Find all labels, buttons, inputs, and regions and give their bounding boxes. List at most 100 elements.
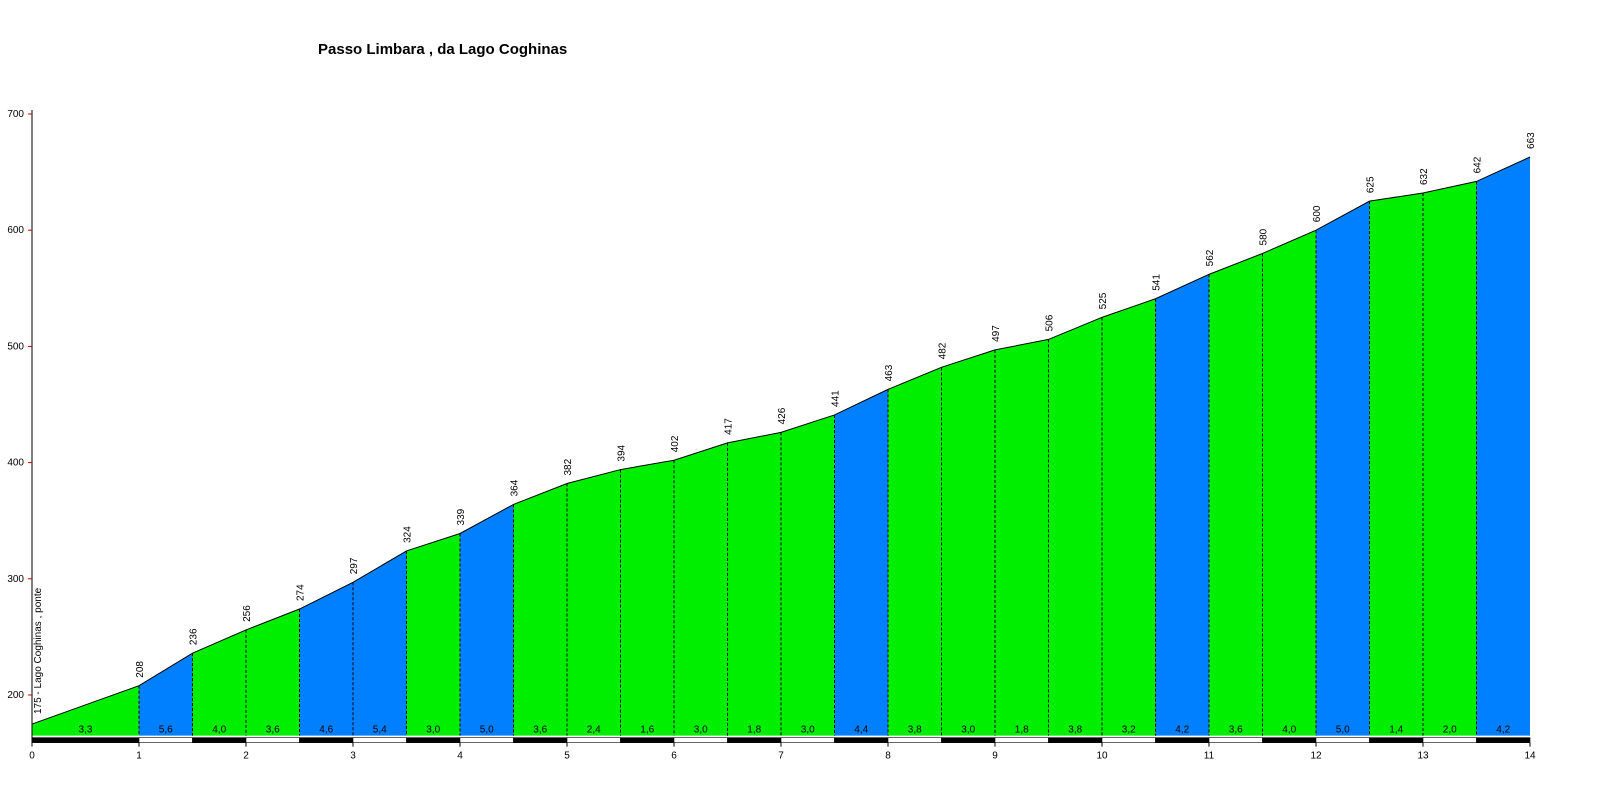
grade-label: 4,2 <box>1496 725 1510 736</box>
grade-label: 5,4 <box>373 725 387 736</box>
grade-label: 4,6 <box>319 725 333 736</box>
x-tick-label: 1 <box>136 751 142 762</box>
gradient-segment <box>941 349 995 736</box>
distance-bar-cell <box>1315 737 1370 743</box>
distance-bar-cell <box>1476 737 1531 743</box>
x-tick-label: 10 <box>1096 751 1108 762</box>
elevation-label: 256 <box>242 605 253 622</box>
gradient-segment <box>995 339 1049 736</box>
distance-bar-cell <box>941 737 996 743</box>
distance-bar-cell <box>31 737 140 743</box>
distance-bar-cell <box>887 737 942 743</box>
start-point-label: 175 - Lago Coghinas , ponte <box>33 587 44 714</box>
gradient-segment <box>834 389 888 736</box>
distance-bar-cell <box>1101 737 1156 743</box>
elevation-label: 324 <box>403 526 414 543</box>
gradient-segment <box>1423 181 1477 736</box>
grade-label: 5,6 <box>159 725 173 736</box>
gradient-segment <box>299 582 353 736</box>
distance-bar-cell <box>566 737 621 743</box>
elevation-label: 497 <box>991 325 1002 342</box>
gradient-segment <box>781 414 835 736</box>
y-tick-label: 500 <box>7 341 24 352</box>
gradient-segment <box>32 685 139 736</box>
elevation-label: 382 <box>563 458 574 475</box>
elevation-label: 208 <box>135 661 146 678</box>
y-tick-label: 300 <box>7 574 24 585</box>
x-tick-label: 3 <box>350 751 356 762</box>
gradient-segment <box>513 483 567 736</box>
elevation-label: 525 <box>1098 292 1109 309</box>
distance-bar-cell <box>780 737 835 743</box>
gradient-segment <box>674 442 728 736</box>
x-tick-label: 5 <box>564 751 570 762</box>
grade-label: 2,4 <box>587 725 601 736</box>
y-tick-label: 600 <box>7 225 24 236</box>
x-tick-label: 14 <box>1524 751 1536 762</box>
grade-label: 3,0 <box>961 725 975 736</box>
distance-bar-cell <box>1048 737 1103 743</box>
grade-label: 3,6 <box>1229 725 1243 736</box>
elevation-label: 463 <box>884 364 895 381</box>
gradient-segment <box>192 629 246 736</box>
grade-label: 3,3 <box>79 725 93 736</box>
gradient-segment <box>1262 230 1316 736</box>
gradient-segment <box>139 653 193 736</box>
distance-bar-cell <box>620 737 675 743</box>
gradient-segment <box>406 533 460 736</box>
grade-label: 4,4 <box>854 725 868 736</box>
grade-label: 5,0 <box>1336 725 1350 736</box>
elevation-label: 297 <box>349 557 360 574</box>
elevation-label: 600 <box>1312 205 1323 222</box>
distance-bar-cell <box>459 737 514 743</box>
gradient-segment <box>246 609 300 736</box>
gradient-segment <box>727 432 781 736</box>
x-tick-label: 4 <box>457 751 463 762</box>
grade-label: 1,8 <box>747 725 761 736</box>
grade-label: 3,0 <box>426 725 440 736</box>
grade-label: 5,0 <box>480 725 494 736</box>
x-tick-label: 8 <box>885 751 891 762</box>
elevation-label: 417 <box>724 418 735 435</box>
elevation-label: 562 <box>1205 249 1216 266</box>
gradient-segment <box>1102 298 1156 736</box>
distance-bar-cell <box>138 737 193 743</box>
grade-label: 4,2 <box>1175 725 1189 736</box>
distance-bar-cell <box>245 737 300 743</box>
elevation-label: 632 <box>1419 168 1430 185</box>
distance-bar-cell <box>299 737 354 743</box>
grade-label: 4,0 <box>212 725 226 736</box>
elevation-label: 394 <box>617 444 628 461</box>
elevation-label: 541 <box>1152 274 1163 291</box>
distance-bar-cell <box>1262 737 1317 743</box>
distance-bar-cell <box>673 737 728 743</box>
distance-bar-cell <box>406 737 461 743</box>
grade-label: 3,0 <box>694 725 708 736</box>
gradient-segment <box>1155 274 1209 736</box>
gradient-segment <box>1476 156 1530 736</box>
x-tick-label: 9 <box>992 751 998 762</box>
elevation-label: 426 <box>777 407 788 424</box>
grade-label: 3,8 <box>1068 725 1082 736</box>
elevation-label: 236 <box>189 628 200 645</box>
gradient-segment <box>1316 201 1370 736</box>
gradient-segment <box>620 460 674 736</box>
elevation-label: 625 <box>1366 176 1377 193</box>
x-tick-label: 13 <box>1417 751 1429 762</box>
gradient-segment <box>888 367 942 736</box>
y-tick-label: 200 <box>7 690 24 701</box>
distance-bar-cell <box>727 737 782 743</box>
distance-bar-cell <box>1422 737 1477 743</box>
x-tick-label: 7 <box>778 751 784 762</box>
elevation-label: 642 <box>1473 156 1484 173</box>
distance-bar-cell <box>352 737 407 743</box>
x-tick-label: 11 <box>1204 751 1215 762</box>
gradient-segment <box>353 550 407 736</box>
grade-label: 2,0 <box>1443 725 1457 736</box>
x-tick-label: 0 <box>29 751 35 762</box>
grade-label: 1,4 <box>1389 725 1403 736</box>
grade-label: 3,8 <box>908 725 922 736</box>
elevation-label: 663 <box>1526 132 1537 149</box>
